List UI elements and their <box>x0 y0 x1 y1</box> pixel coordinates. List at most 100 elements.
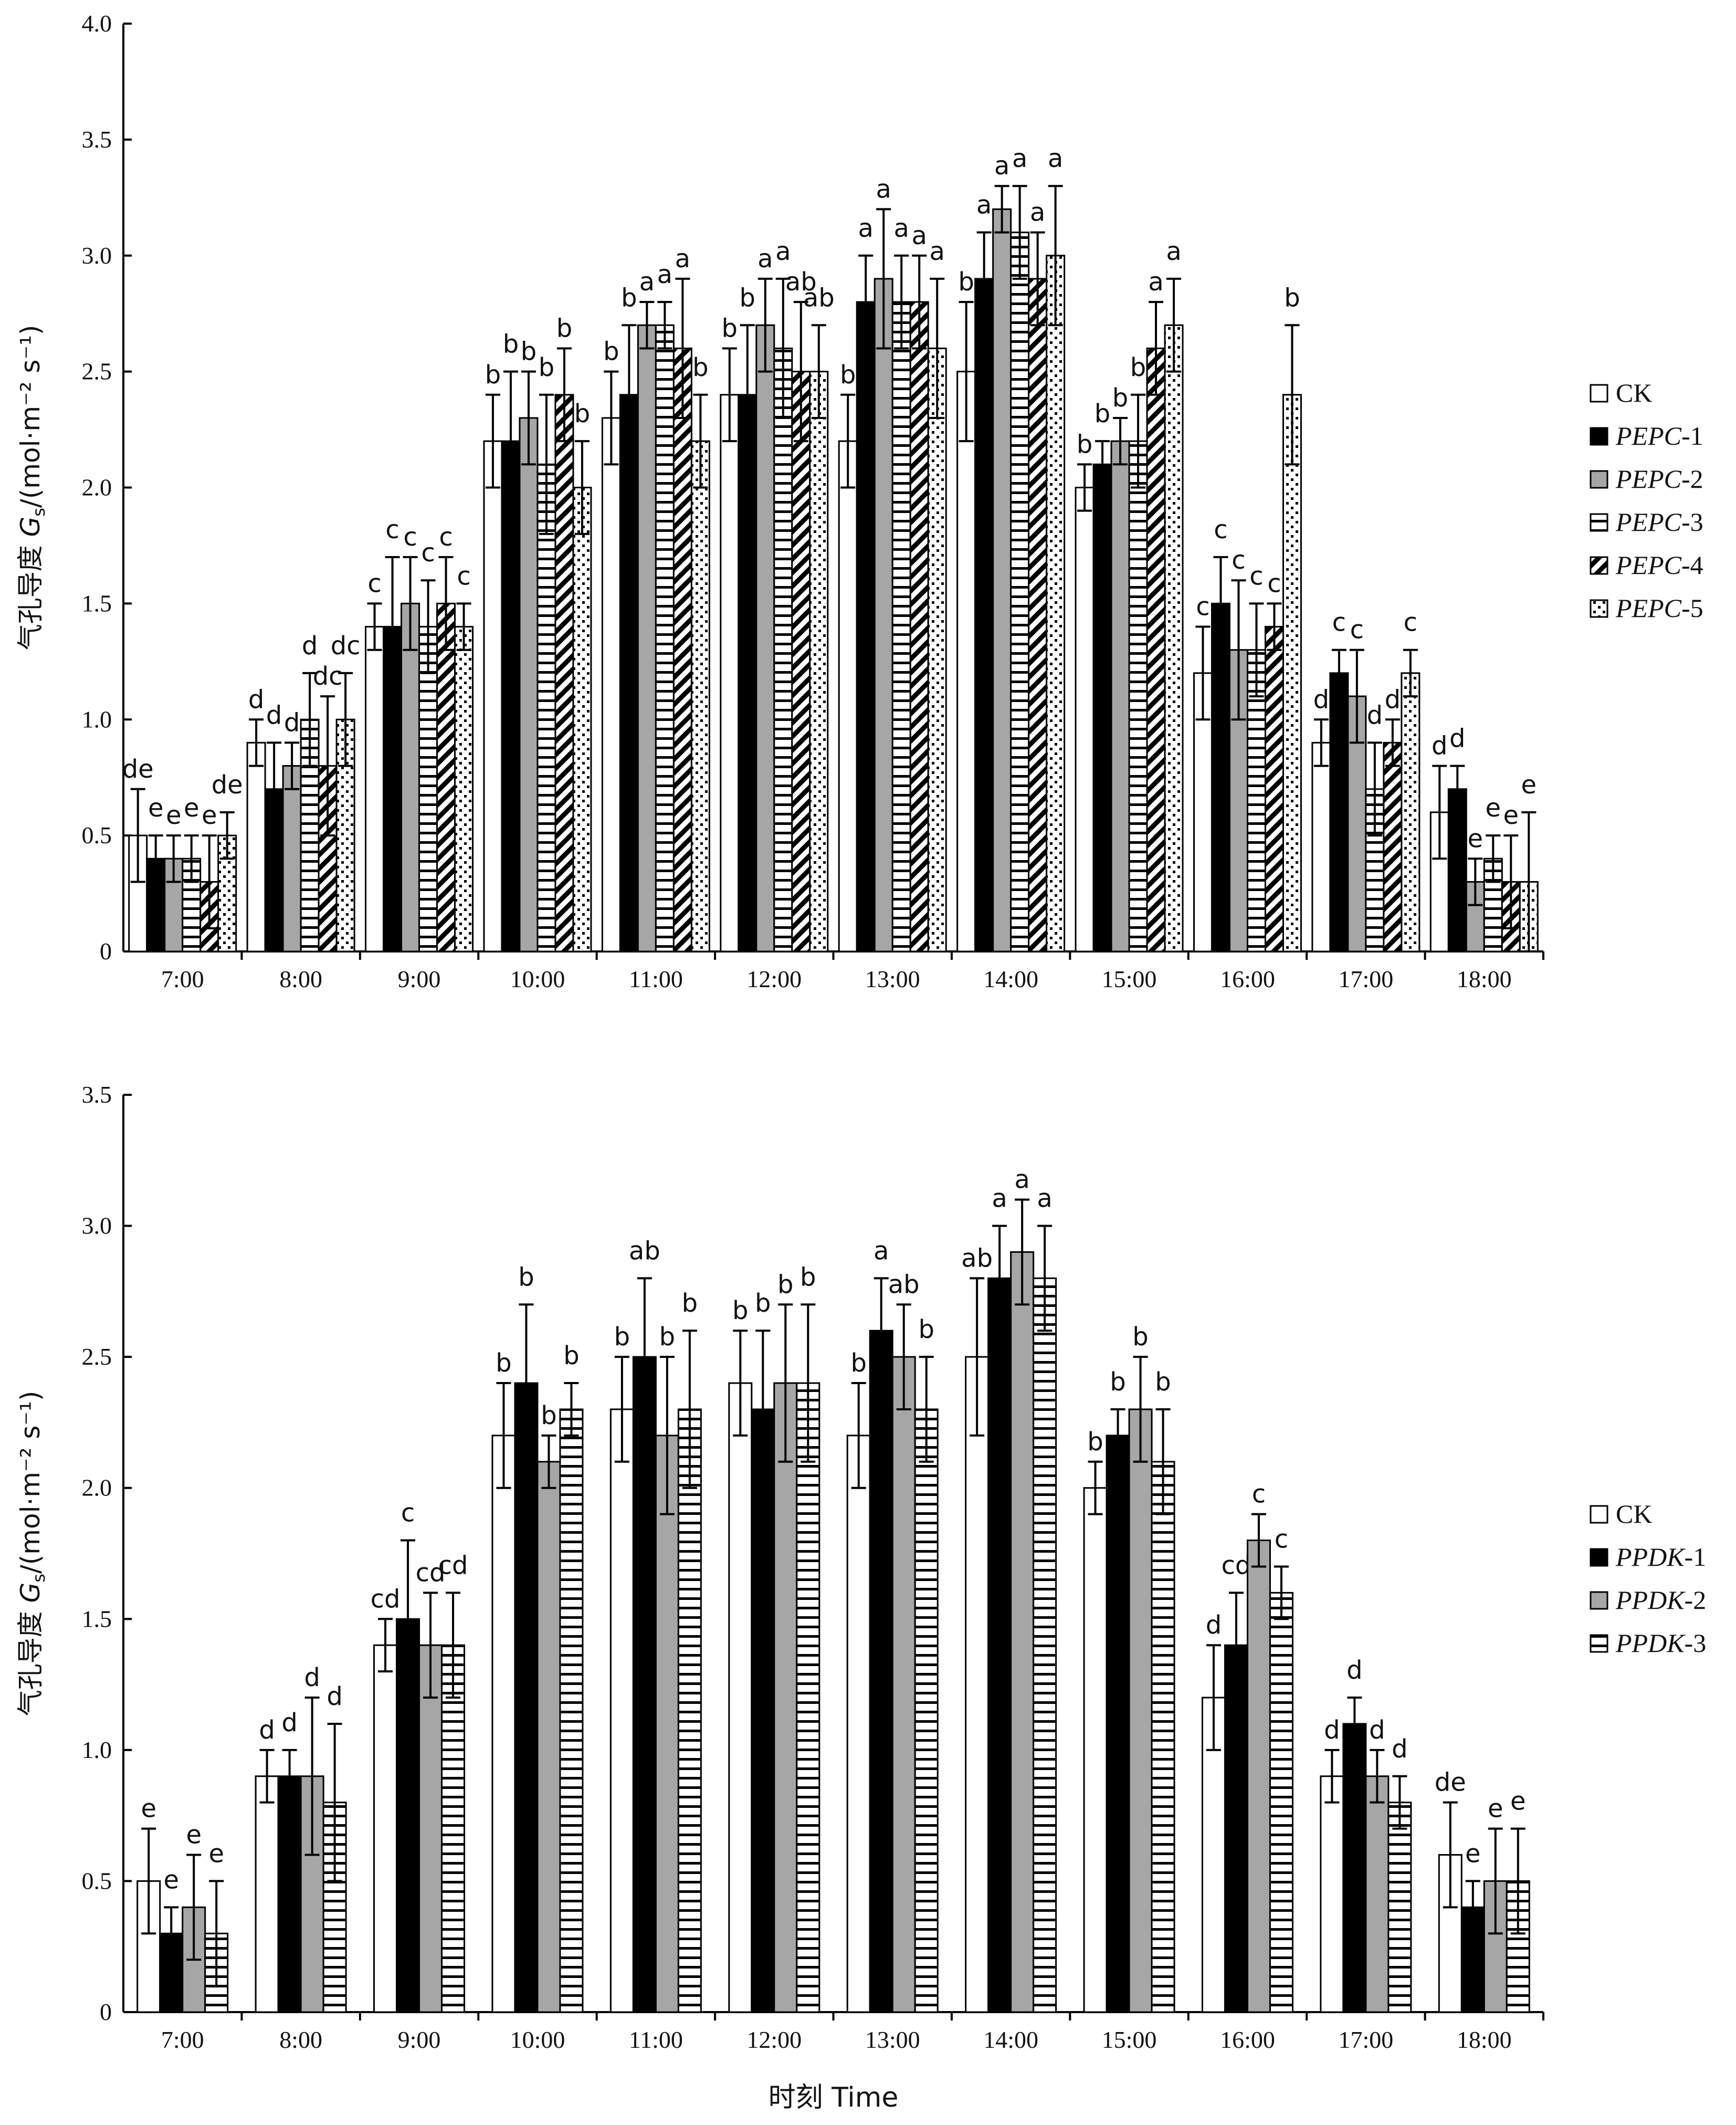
significance-letter: b <box>496 1348 511 1378</box>
bar-pepc-1 <box>501 440 521 952</box>
x-tick-label: 13:00 <box>865 2026 920 2053</box>
significance-letter: a <box>876 174 891 204</box>
x-tick-label: 11:00 <box>629 966 683 992</box>
significance-letter: b <box>659 1322 675 1352</box>
significance-letter: b <box>850 1348 866 1378</box>
significance-letter: c <box>439 522 453 552</box>
significance-letter: de <box>212 770 243 800</box>
bar-ck <box>965 1356 990 2013</box>
significance-letter: b <box>1130 353 1146 382</box>
x-tick-label: 17:00 <box>1338 2026 1393 2053</box>
bar-pepc-5 <box>1046 255 1066 952</box>
significance-letter: c <box>1404 608 1417 637</box>
bar-ppdk-2 <box>773 1382 798 2013</box>
legend-swatch <box>1590 384 1608 403</box>
bar-ck <box>838 440 858 952</box>
significance-letter: a <box>1014 1165 1029 1195</box>
legend-label: PEPC-3 <box>1615 507 1703 537</box>
significance-letter: b <box>755 1289 771 1318</box>
bar-pepc-2 <box>282 765 302 952</box>
y-tick-label: 1.5 <box>82 1605 112 1632</box>
significance-letter: b <box>1284 283 1300 312</box>
bar-ppdk-2 <box>1246 1540 1271 2013</box>
bar-ppdk-1 <box>277 1775 302 2013</box>
bar-pepc-4 <box>554 394 574 952</box>
significance-letter: d <box>1385 685 1401 714</box>
bar-pepc-2 <box>874 278 893 952</box>
x-tick-label: 10:00 <box>510 2026 565 2053</box>
significance-letter: dc <box>313 662 343 691</box>
y-tick-label: 0.5 <box>82 1867 112 1894</box>
significance-letter: b <box>503 330 519 359</box>
significance-letter: a <box>992 1184 1007 1213</box>
x-tick-label: 10:00 <box>510 966 565 992</box>
bar-ck <box>846 1435 871 2013</box>
significance-letter: c <box>403 522 417 552</box>
bar-ppdk-3 <box>1151 1461 1175 2013</box>
significance-letter: d <box>281 1708 297 1737</box>
bar-pepc-2 <box>519 417 539 952</box>
x-tick-label: 8:00 <box>279 2026 322 2053</box>
bar-ck <box>609 1408 634 2013</box>
significance-letter: e <box>1468 824 1484 853</box>
significance-letter: a <box>657 260 672 289</box>
significance-letter: e <box>1503 801 1519 830</box>
bar-pepc-5 <box>927 347 947 952</box>
significance-letter: b <box>1110 1367 1125 1397</box>
y-tick-label: 2.0 <box>82 474 112 501</box>
x-tick-label: 18:00 <box>1457 2026 1512 2053</box>
bar-ck <box>956 371 976 952</box>
bar-pepc-4 <box>791 371 811 952</box>
significance-letter: b <box>682 1289 698 1318</box>
significance-letter: d <box>1369 1715 1385 1745</box>
significance-letter: b <box>614 1322 630 1352</box>
bar-pepc-5 <box>1282 394 1302 952</box>
bar-pepc-4 <box>436 602 456 952</box>
chart-panel-bottom: 0 0.5 1.0 1.5 2.0 2.5 3.0 3.5 气孔导度 Gs/(mol·m⁻² s… <box>15 1081 1706 2113</box>
y-tick-label: 0 <box>100 938 112 965</box>
bar-ppdk-2 <box>655 1435 679 2013</box>
x-tick-label: 15:00 <box>1102 966 1157 992</box>
bar-pepc-1 <box>738 394 757 952</box>
x-tick-label: 9:00 <box>398 966 441 992</box>
bar-ppdk-1 <box>751 1408 775 2013</box>
bar-pepc-1 <box>1329 672 1349 952</box>
bar-ck <box>373 1644 398 2013</box>
bar-pepc-2 <box>992 208 1012 952</box>
bar-pepc-2 <box>637 324 657 952</box>
bar-pepc-3 <box>1246 649 1266 952</box>
legend-swatch <box>1590 470 1608 489</box>
significance-letter: ab <box>785 267 817 297</box>
significance-letter: a <box>1037 1184 1052 1213</box>
bar-pepc-3 <box>773 347 793 952</box>
bar-ppdk-3 <box>441 1644 466 2013</box>
significance-letter: b <box>556 313 572 343</box>
significance-letter: a <box>911 221 927 250</box>
significance-letter: b <box>918 1315 934 1344</box>
bar-pepc-4 <box>1146 347 1166 952</box>
bar-pepc-5 <box>1164 324 1184 952</box>
bar-pepc-3 <box>418 626 438 952</box>
bar-ck <box>1075 487 1095 952</box>
legend-label: PPDK-2 <box>1615 1585 1706 1615</box>
bar-ck <box>246 741 266 952</box>
bar-ppdk-2 <box>1010 1251 1035 2013</box>
significance-letter: c <box>1252 1480 1266 1509</box>
bar-pepc-4 <box>1264 626 1284 952</box>
bar-pepc-1 <box>1092 463 1112 952</box>
bar-pepc-4 <box>1028 278 1048 952</box>
significance-letter: b <box>1155 1367 1171 1397</box>
bar-ppdk-1 <box>1224 1644 1248 2013</box>
significance-letter: e <box>208 1839 224 1868</box>
significance-letter: b <box>539 353 554 382</box>
bar-pepc-2 <box>401 602 420 952</box>
significance-letter: b <box>574 399 590 428</box>
y-axis-title: 气孔导度 Gs/(mol·m⁻² s⁻¹) <box>15 1391 49 1716</box>
significance-letter: c <box>1196 592 1209 622</box>
bar-pepc-4 <box>1383 741 1403 952</box>
significance-letter: d <box>1367 700 1383 730</box>
y-tick-label: 0 <box>100 1998 112 2025</box>
bar-ck <box>255 1775 279 2013</box>
significance-letter: cd <box>1222 1551 1251 1580</box>
